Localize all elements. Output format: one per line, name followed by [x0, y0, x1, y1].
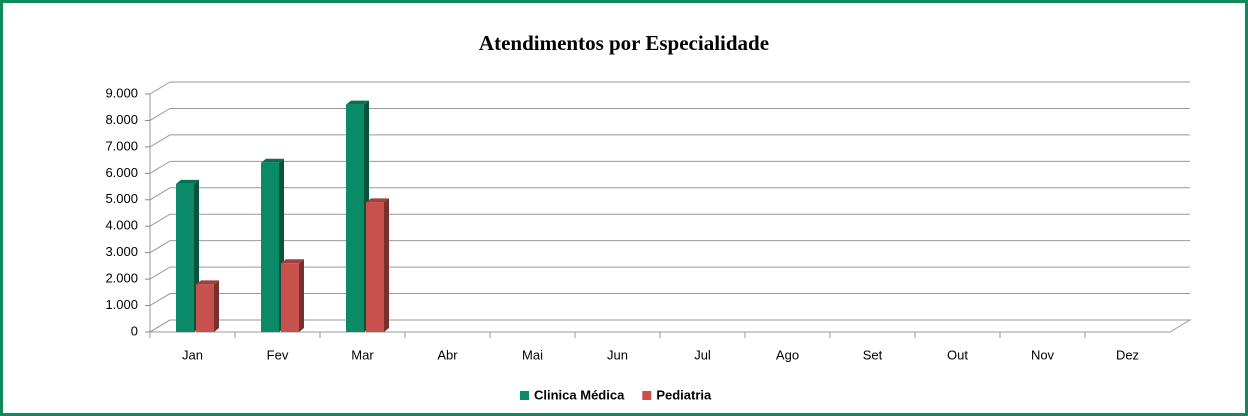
- bar: [196, 284, 214, 332]
- chart-title: Atendimentos por Especialidade: [479, 31, 769, 55]
- x-tick-label: Mar: [351, 347, 374, 362]
- y-tick-label: 4.000: [105, 218, 138, 233]
- grid-line: [149, 81, 1190, 95]
- x-tick-label: Jan: [182, 347, 203, 362]
- grid-line: [149, 319, 1190, 333]
- x-tick-label: Abr: [437, 347, 458, 362]
- bar: [366, 202, 384, 332]
- grid-line: [149, 293, 1190, 306]
- y-tick-label: 9.000: [105, 85, 138, 100]
- y-tick-label: 3.000: [105, 244, 138, 259]
- bar: [281, 263, 299, 332]
- bar-top: [176, 179, 199, 184]
- legend-swatch: [642, 391, 652, 400]
- y-tick-label: 7.000: [105, 138, 138, 153]
- bar-top: [261, 158, 284, 163]
- y-tick-label: 1.000: [105, 297, 138, 312]
- bar-top: [366, 198, 389, 203]
- y-tick-label: 8.000: [105, 112, 138, 127]
- grid-line: [149, 187, 1190, 201]
- bar-side: [384, 198, 389, 332]
- bar-side: [214, 280, 219, 332]
- x-tick-label: Fev: [267, 347, 289, 362]
- grid-line: [149, 213, 1190, 227]
- bar-top: [196, 280, 219, 285]
- x-tick-label: Set: [863, 347, 883, 362]
- x-tick-label: Jun: [607, 347, 628, 362]
- x-tick-label: Jul: [694, 347, 711, 362]
- bar-top: [346, 100, 369, 105]
- bar: [176, 183, 194, 332]
- x-tick-label: Mai: [522, 347, 543, 362]
- grid-line: [149, 134, 1190, 148]
- grid-line: [149, 160, 1190, 174]
- bar-side: [299, 259, 304, 332]
- bar: [346, 104, 364, 332]
- grid-line: [149, 266, 1190, 280]
- grid-line: [149, 240, 1190, 254]
- legend-swatch: [520, 391, 529, 400]
- grid-line: [149, 107, 1190, 121]
- x-tick-label: Dez: [1116, 347, 1139, 362]
- bar: [261, 162, 279, 332]
- x-tick-label: Ago: [776, 347, 799, 362]
- legend-label: Clinica Médica: [534, 387, 625, 402]
- x-tick-label: Out: [947, 347, 968, 362]
- y-tick-label: 0: [131, 323, 138, 338]
- bar-top: [281, 259, 304, 264]
- y-tick-label: 6.000: [105, 165, 138, 180]
- y-tick-label: 2.000: [105, 271, 138, 286]
- x-tick-label: Nov: [1031, 347, 1055, 362]
- y-tick-label: 5.000: [105, 191, 138, 206]
- legend-label: Pediatria: [656, 387, 712, 402]
